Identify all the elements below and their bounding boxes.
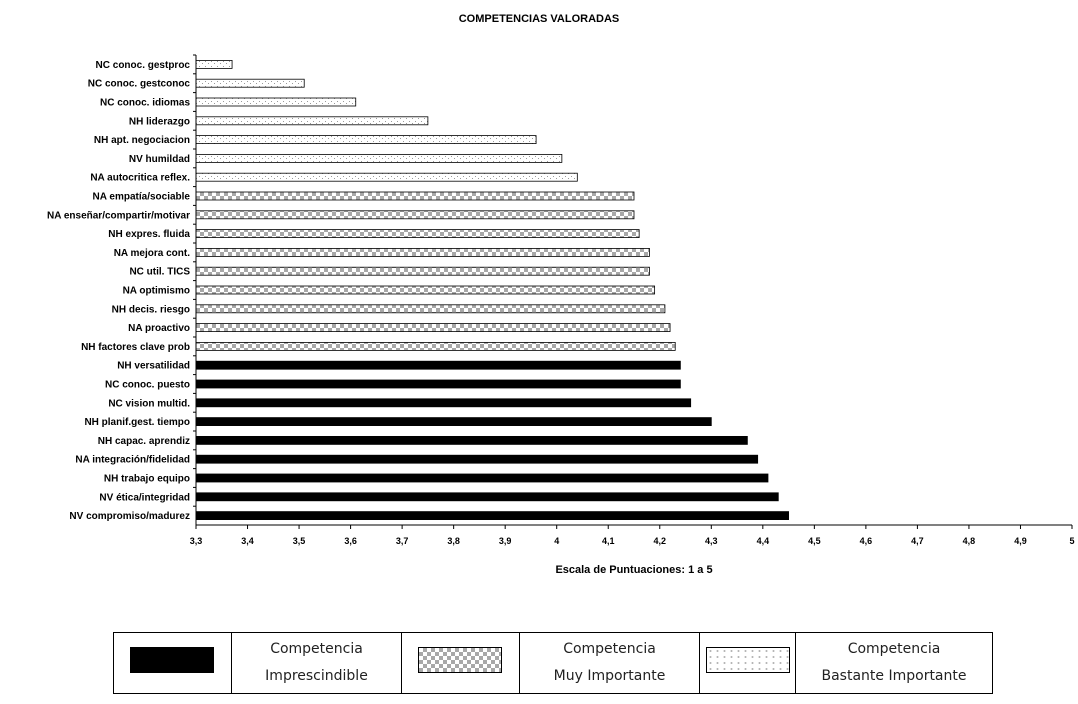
x-axis-label: Escala de Puntuaciones: 1 a 5 [555,564,712,576]
bar [195,341,676,351]
category-label: NH factores clave prob [81,342,190,353]
bar [195,172,578,182]
x-tick-label: 3,7 [396,536,409,546]
bar [195,435,748,445]
x-tick-label: 4,8 [963,536,976,546]
x-tick-label: 4,9 [1014,536,1027,546]
category-label: NH decis. riesgo [112,304,190,315]
legend-checker-box [418,647,502,673]
bar [195,116,429,126]
bar [195,229,640,239]
bar [195,304,666,314]
bar [195,60,233,69]
category-label: NA empatía/sociable [93,192,191,203]
x-tick-label: 3,5 [293,536,306,546]
category-label: NC conoc. gestproc [96,60,191,71]
chart-title: COMPETENCIAS VALORADAS [459,13,620,25]
x-tick-label: 4,1 [602,536,615,546]
category-label: NC conoc. puesto [105,380,190,391]
category-label: NA autocritica reflex. [90,173,190,184]
bar [195,492,779,502]
bar [195,285,656,295]
category-label: NC vision multid. [108,398,190,409]
bar [195,210,635,220]
category-label: NC conoc. gestconoc [88,79,191,90]
bar [195,135,537,145]
x-tick-label: 4,3 [705,536,718,546]
legend-label-line1: Competencia [563,641,656,657]
bar [195,191,635,201]
legend-solid-box [130,647,214,673]
x-tick-label: 3,4 [241,536,254,546]
category-label: NA integración/fidelidad [75,455,190,466]
category-label: NV ética/integridad [99,492,190,503]
x-tick-label: 3,9 [499,536,512,546]
legend-label-line1: Competencia [847,641,941,657]
category-label: NA enseñar/compartir/motivar [47,210,190,221]
category-label: NV compromiso/madurez [69,511,190,522]
x-tick-label: 4,6 [860,536,873,546]
legend-swatch-imprescindible [114,633,232,693]
x-tick-label: 4,5 [808,536,821,546]
bar [195,153,563,163]
category-label: NC util. TICS [129,267,190,278]
bar [195,379,681,389]
category-label: NV humildad [129,154,190,165]
bar [195,97,357,107]
bar [195,323,671,333]
category-label: NH capac. aprendiz [98,436,190,447]
category-label: NH apt. negociacion [94,135,190,146]
bar [195,266,650,276]
chart: COMPETENCIAS VALORADAS NC conoc. gestpro… [47,13,1075,576]
x-tick-label: 4,7 [911,536,924,546]
legend-label-muy-importante: Competencia Muy Importante [520,633,700,693]
bar [195,360,681,370]
bar [195,473,769,483]
legend-label-imprescindible: Competencia Imprescindible [232,633,402,693]
x-tick-label: 5 [1069,536,1074,546]
legend-swatch-bastante-importante [700,633,796,693]
category-label: NA optimismo [123,286,190,297]
bar [195,511,789,521]
legend-label-line2: Bastante Importante [821,668,967,684]
x-tick-label: 4,4 [757,536,770,546]
x-tick-label: 4 [554,536,559,546]
legend-label-line2: Imprescindible [265,668,368,684]
legend-label-line2: Muy Importante [553,668,666,684]
x-tick-label: 3,6 [344,536,357,546]
bar [195,417,712,427]
category-label: NA mejora cont. [114,248,191,259]
category-label: NH liderazgo [129,116,190,127]
category-label: NH expres. fluida [108,229,190,240]
bar [195,398,692,408]
legend-dots-box [706,647,790,673]
category-label: NH versatilidad [117,361,190,372]
bar [195,78,305,88]
legend: Competencia Imprescindible Competencia M… [113,632,993,694]
category-label: NH planif.gest. tiempo [84,417,190,428]
x-tick-label: 4,2 [654,536,667,546]
x-tick-label: 3,8 [447,536,460,546]
category-label: NC conoc. idiomas [100,98,190,109]
category-label: NH trabajo equipo [104,474,190,485]
legend-label-bastante-importante: Competencia Bastante Importante [796,633,992,693]
bar [195,454,759,464]
category-label: NA proactivo [128,323,190,334]
bar [195,247,650,257]
x-tick-label: 3,3 [190,536,203,546]
legend-swatch-muy-importante [402,633,520,693]
legend-label-line1: Competencia [270,641,363,657]
